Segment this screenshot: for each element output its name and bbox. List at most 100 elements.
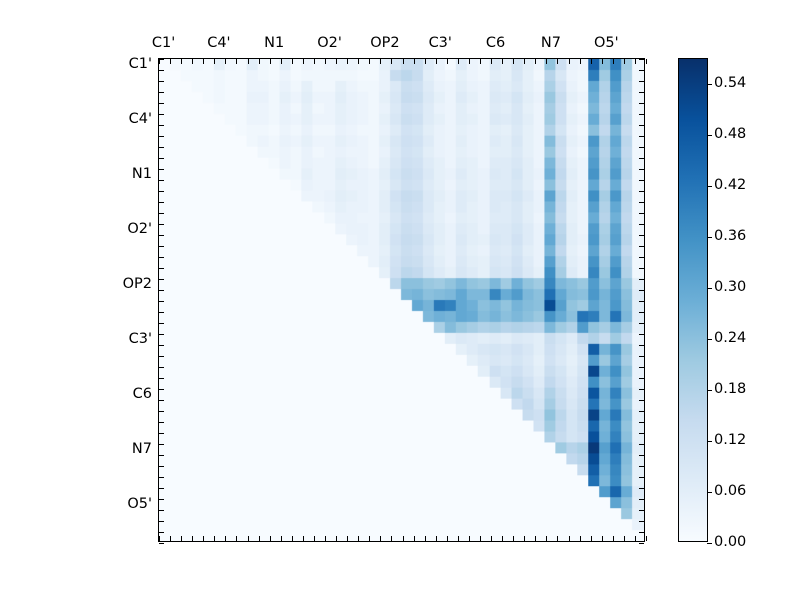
x-tick-label: O5' bbox=[593, 35, 619, 51]
axis-tick bbox=[203, 536, 205, 541]
axis-tick bbox=[639, 323, 644, 324]
axis-tick bbox=[639, 147, 644, 148]
axis-tick bbox=[639, 191, 644, 192]
y-tick-label: C1' bbox=[128, 55, 152, 72]
axis-tick bbox=[336, 536, 338, 541]
axis-tick bbox=[413, 59, 415, 64]
axis-tick bbox=[159, 125, 164, 126]
x-tick-label: O2' bbox=[317, 35, 342, 51]
axis-tick bbox=[502, 59, 504, 64]
axis-tick bbox=[325, 59, 327, 64]
axis-tick bbox=[402, 59, 404, 64]
axis-tick bbox=[639, 301, 644, 302]
axis-tick bbox=[159, 202, 164, 203]
axis-tick bbox=[159, 536, 160, 541]
colorbar-tick bbox=[707, 84, 712, 86]
axis-tick bbox=[639, 477, 644, 478]
axis-tick bbox=[214, 59, 216, 64]
axis-tick bbox=[236, 59, 238, 64]
axis-tick bbox=[513, 536, 515, 541]
axis-tick bbox=[639, 367, 644, 368]
axis-tick bbox=[325, 536, 327, 541]
axis-tick bbox=[639, 169, 644, 170]
axis-tick bbox=[468, 536, 470, 541]
axis-tick bbox=[159, 422, 164, 423]
axis-tick bbox=[546, 536, 548, 541]
axis-tick bbox=[639, 136, 644, 137]
axis-tick bbox=[159, 521, 164, 522]
colorbar-tick bbox=[707, 390, 712, 392]
y-tick-label: N7 bbox=[131, 440, 152, 457]
axis-tick bbox=[639, 488, 644, 489]
axis-tick bbox=[535, 536, 537, 541]
colorbar-tick-label: 0.48 bbox=[714, 126, 747, 143]
axis-tick bbox=[225, 536, 227, 541]
axis-tick bbox=[159, 532, 164, 533]
axis-tick bbox=[159, 81, 164, 82]
axis-tick bbox=[639, 334, 644, 335]
colorbar-tick bbox=[707, 237, 712, 239]
colorbar-tick-label: 0.54 bbox=[714, 75, 747, 92]
axis-tick bbox=[479, 59, 481, 64]
axis-tick bbox=[159, 235, 164, 236]
axis-tick bbox=[159, 92, 164, 93]
axis-tick bbox=[546, 59, 548, 64]
axis-tick bbox=[639, 257, 644, 258]
axis-tick bbox=[468, 59, 470, 64]
axis-tick bbox=[639, 180, 644, 181]
axis-tick bbox=[639, 356, 644, 357]
axis-tick bbox=[291, 536, 293, 541]
axis-tick bbox=[369, 59, 371, 64]
colorbar-tick bbox=[707, 288, 712, 290]
axis-tick bbox=[159, 158, 164, 159]
axis-tick bbox=[181, 59, 183, 64]
colorbar-tick bbox=[707, 492, 712, 494]
axis-tick bbox=[457, 59, 459, 64]
axis-tick bbox=[192, 59, 194, 64]
axis-tick bbox=[159, 191, 164, 192]
axis-tick bbox=[579, 59, 581, 64]
axis-tick bbox=[159, 279, 164, 280]
axis-tick bbox=[159, 224, 164, 225]
x-tick-label: OP2 bbox=[370, 35, 400, 51]
axis-tick bbox=[568, 59, 570, 64]
axis-tick bbox=[590, 536, 592, 541]
y-tick-label: C4' bbox=[128, 110, 152, 127]
axis-tick bbox=[159, 444, 164, 445]
x-tick-label: N1 bbox=[264, 35, 285, 51]
axis-tick bbox=[639, 499, 644, 500]
axis-tick bbox=[557, 536, 559, 541]
axis-tick bbox=[280, 59, 282, 64]
axis-tick bbox=[524, 59, 526, 64]
y-tick-label: C3' bbox=[128, 330, 152, 347]
axis-tick bbox=[435, 536, 437, 541]
axis-tick bbox=[358, 536, 360, 541]
axis-tick bbox=[639, 114, 644, 115]
axis-tick bbox=[159, 301, 164, 302]
axis-tick bbox=[159, 411, 164, 412]
colorbar-tick bbox=[707, 441, 712, 443]
axis-tick bbox=[639, 532, 644, 533]
axis-tick bbox=[170, 536, 172, 541]
y-tick-label: O5' bbox=[127, 495, 152, 512]
axis-tick bbox=[513, 59, 515, 64]
axis-tick bbox=[192, 536, 194, 541]
colorbar-tick-label: 0.00 bbox=[714, 533, 747, 550]
axis-tick bbox=[159, 488, 164, 489]
axis-tick bbox=[391, 59, 393, 64]
axis-tick bbox=[302, 59, 304, 64]
axis-tick bbox=[402, 536, 404, 541]
axis-tick bbox=[612, 59, 614, 64]
axis-tick bbox=[159, 312, 164, 313]
heatmap-axes bbox=[158, 58, 647, 544]
axis-tick bbox=[159, 290, 164, 291]
axis-tick bbox=[336, 59, 338, 64]
axis-tick bbox=[590, 59, 592, 64]
x-tick-label: N7 bbox=[540, 35, 561, 51]
axis-tick bbox=[369, 536, 371, 541]
axis-tick bbox=[424, 536, 426, 541]
axis-tick bbox=[159, 345, 164, 346]
axis-tick bbox=[203, 59, 205, 64]
axis-tick bbox=[639, 444, 644, 445]
axis-tick bbox=[639, 70, 644, 71]
